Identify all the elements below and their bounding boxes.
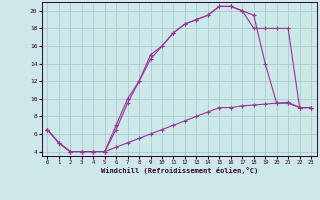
X-axis label: Windchill (Refroidissement éolien,°C): Windchill (Refroidissement éolien,°C) (100, 167, 258, 174)
